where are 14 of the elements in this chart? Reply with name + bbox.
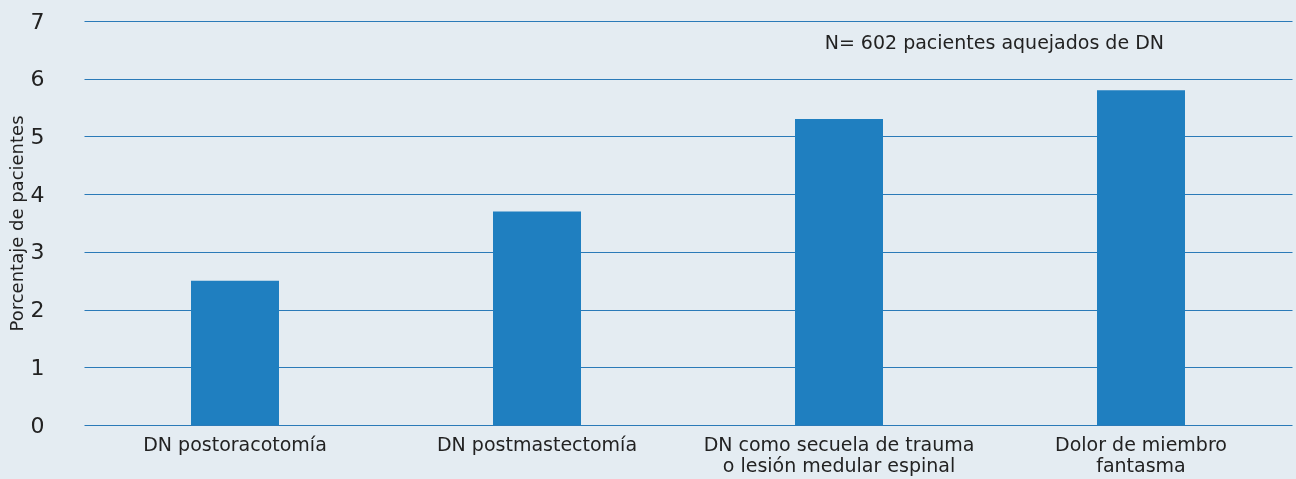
y-tick-label: 1 bbox=[30, 354, 45, 380]
y-axis-title: Porcentaje de pacientes bbox=[5, 115, 27, 332]
x-tick-label: DN postmastectomía bbox=[436, 432, 638, 455]
annotation: N= 602 pacientes aquejados de DN bbox=[824, 31, 1164, 53]
x-tick-label: DN postoracotomía bbox=[143, 432, 327, 455]
y-tick-label: 5 bbox=[30, 123, 45, 149]
x-tick-label: Dolor de miembro fantasma bbox=[1055, 432, 1227, 476]
y-tick-label: 0 bbox=[30, 412, 45, 438]
y-tick-label: 3 bbox=[30, 239, 45, 265]
y-tick-label: 7 bbox=[30, 8, 45, 34]
x-tick-label: DN como secuela de trauma o lesión medular espinal bbox=[703, 432, 975, 476]
y-tick-label: 6 bbox=[30, 66, 45, 92]
y-tick-label: 2 bbox=[30, 297, 45, 323]
y-tick-label: 4 bbox=[30, 181, 45, 207]
